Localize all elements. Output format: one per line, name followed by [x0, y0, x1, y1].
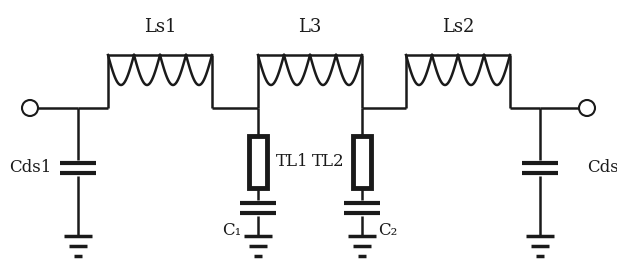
- Text: Ls1: Ls1: [144, 18, 176, 36]
- Text: Ls2: Ls2: [442, 18, 474, 36]
- Bar: [353, 136, 371, 188]
- Bar: [249, 136, 267, 188]
- Text: C₂: C₂: [378, 222, 397, 239]
- Text: Cds2: Cds2: [587, 160, 617, 176]
- Text: C₁: C₁: [222, 222, 242, 239]
- Text: Cds1: Cds1: [9, 160, 51, 176]
- Text: TL1: TL1: [276, 153, 308, 171]
- Text: L3: L3: [298, 18, 321, 36]
- Text: TL2: TL2: [312, 153, 344, 171]
